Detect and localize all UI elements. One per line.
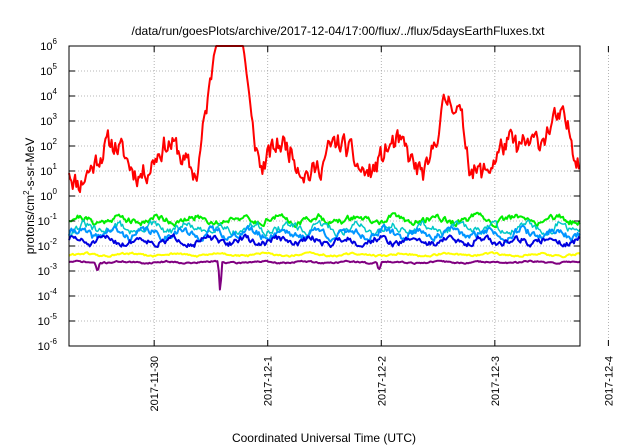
y-tick-label: 101 [40, 162, 57, 178]
y-tick-label: 10-2 [38, 237, 58, 253]
x-tick-label: 2017-12-3 [490, 356, 502, 406]
y-tick-label: 104 [40, 87, 57, 103]
y-tick-label: 10-6 [38, 337, 58, 353]
y-tick-label: 10-4 [38, 287, 58, 303]
x-tick-label: 2017-12-1 [263, 356, 275, 406]
y-tick-label: 102 [40, 137, 57, 153]
x-axis-title: Coordinated Universal Time (UTC) [232, 431, 416, 445]
x-axis: 2017-11-30 2017-12-1 2017-12-2 2017-12-3 201… [149, 46, 615, 411]
y-tick-label: 10-1 [38, 212, 58, 228]
series-layer [68, 45, 581, 291]
series-line [68, 223, 581, 244]
x-tick-label: 2017-11-30 [149, 356, 161, 411]
y-axis-title: protons/cm2-s-sr-MeV [22, 138, 37, 254]
y-tick-label: 10-5 [38, 312, 58, 328]
y-tick-label: 100 [40, 187, 57, 203]
series-line [68, 233, 581, 249]
grid-lines [69, 46, 609, 346]
x-tick-label: 2017-12-2 [376, 356, 388, 406]
series-line [68, 219, 581, 238]
series-line [68, 45, 581, 194]
series-line [68, 211, 581, 229]
y-tick-label: 10-3 [38, 262, 58, 278]
y-axis: 106 105 104 103 102 101 100 10-1 10-2 10-3 10-4 10-… [38, 37, 580, 353]
y-tick-label: 106 [40, 37, 57, 53]
chart-title: /data/run/goesPlots/archive/2017-12-04/1… [132, 24, 546, 38]
y-tick-label: 105 [40, 62, 57, 78]
x-tick-label: 2017-12-4 [603, 356, 615, 406]
series-line [68, 259, 581, 291]
y-tick-label: 103 [40, 112, 57, 128]
series-line [68, 251, 581, 259]
